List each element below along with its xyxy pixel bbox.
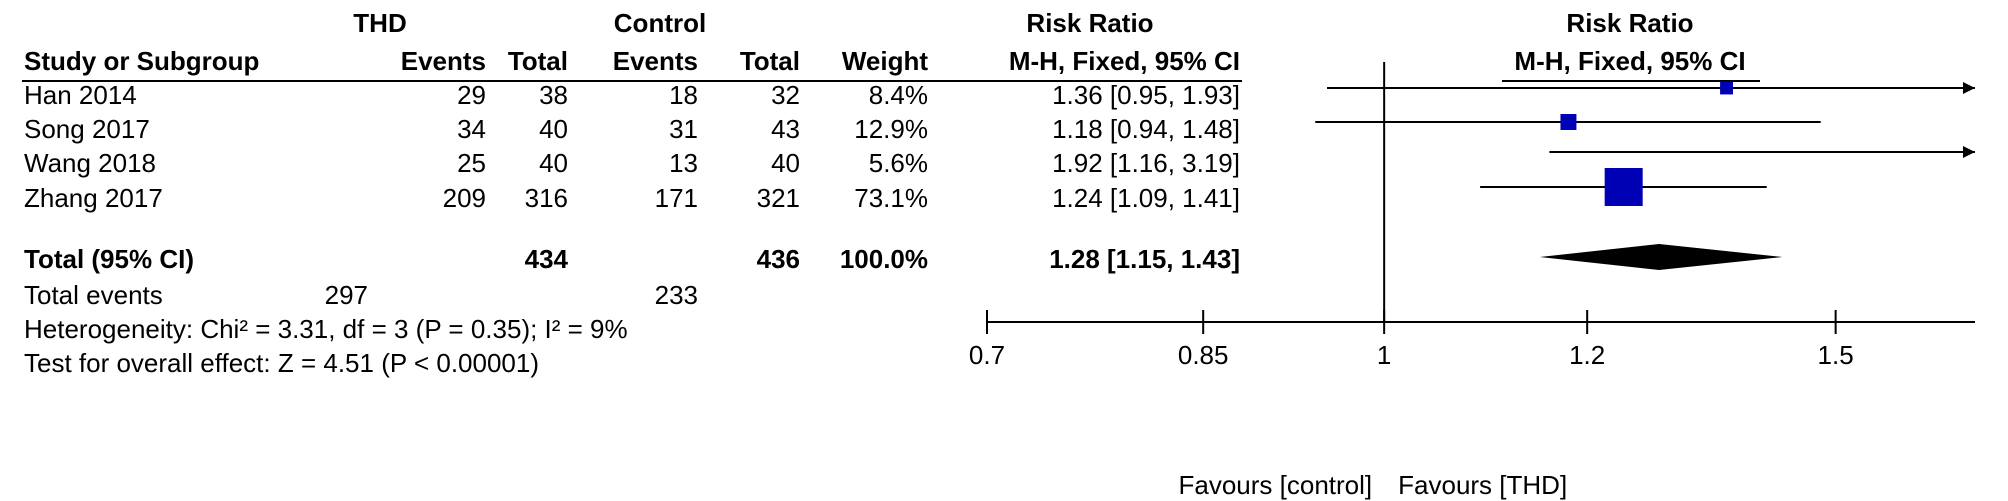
total1-cell: 434 [524, 244, 568, 274]
weight-cell: 8.4% [868, 80, 928, 110]
ci-cell: 1.92 [1.16, 3.19] [1052, 148, 1240, 178]
total2-cell: 321 [756, 183, 800, 213]
ci-arrow [1963, 146, 1975, 158]
col-total1-header: Total [507, 46, 568, 76]
total-weight-cell: 100.0% [839, 244, 928, 274]
ci-cell: 1.18 [0.94, 1.48] [1052, 114, 1240, 144]
x-tick-label: 0.85 [1178, 340, 1229, 370]
total1-cell: 38 [539, 80, 568, 110]
events1-cell: 29 [457, 80, 486, 110]
pooled-diamond [1539, 244, 1783, 270]
x-tick-label: 0.7 [969, 340, 1005, 370]
weight-cell: 12.9% [854, 114, 928, 144]
col-events1-header: Events [400, 46, 486, 76]
total1-cell: 40 [539, 148, 568, 178]
total1-cell: 40 [539, 114, 568, 144]
favours-left-label: Favours [control] [1178, 470, 1373, 500]
plot-title: Risk Ratio [1566, 8, 1694, 38]
events1-cell: 209 [442, 183, 486, 213]
events2-cell: 13 [669, 148, 698, 178]
rr-column-title: Risk Ratio [1026, 8, 1154, 38]
heterogeneity-text: Heterogeneity: Chi² = 3.31, df = 3 (P = … [24, 314, 628, 344]
effect-marker [1560, 114, 1577, 130]
col-study-header: Study or Subgroup [24, 46, 260, 76]
total2-cell: 43 [771, 114, 800, 144]
total-ci-cell: 1.28 [1.15, 1.43] [1049, 244, 1240, 274]
effect-marker [1604, 168, 1643, 206]
col-total2-header: Total [739, 46, 800, 76]
total-events1-cell: 297 [324, 280, 368, 310]
plot-method-header: M-H, Fixed, 95% CI [1514, 46, 1746, 76]
header-rule-plot [1502, 80, 1760, 82]
total-events-label: Total events [24, 280, 163, 310]
col-weight-header: Weight [841, 46, 928, 76]
total2-cell: 40 [771, 148, 800, 178]
group1-title: THD [353, 8, 407, 38]
study-name: Zhang 2017 [24, 183, 163, 213]
events1-cell: 34 [457, 114, 486, 144]
favours-right-label: Favours [THD] [1398, 470, 1568, 500]
events2-cell: 18 [669, 80, 698, 110]
group2-title: Control [613, 8, 707, 38]
col-method-header: M-H, Fixed, 95% CI [1008, 46, 1240, 76]
ci-arrow [1963, 82, 1975, 94]
total-label: Total (95% CI) [24, 244, 194, 274]
total2-cell: 32 [771, 80, 800, 110]
ci-cell: 1.36 [0.95, 1.93] [1052, 80, 1240, 110]
weight-cell: 5.6% [868, 148, 928, 178]
study-name: Wang 2018 [24, 148, 157, 178]
x-tick-label: 1.5 [1818, 340, 1854, 370]
events2-cell: 171 [654, 183, 698, 213]
effect-marker [1720, 81, 1733, 95]
study-name: Song 2017 [24, 114, 150, 144]
col-events2-header: Events [612, 46, 698, 76]
total1-cell: 316 [524, 183, 568, 213]
total-events2-cell: 233 [654, 280, 698, 310]
study-name: Han 2014 [24, 80, 137, 110]
x-tick-label: 1 [1377, 340, 1391, 370]
weight-cell: 73.1% [854, 183, 928, 213]
overall-effect-text: Test for overall effect: Z = 4.51 (P < 0… [24, 348, 539, 378]
ci-cell: 1.24 [1.09, 1.41] [1052, 183, 1240, 213]
header-rule-table [22, 80, 1242, 82]
total2-cell: 436 [756, 244, 800, 274]
x-tick-label: 1.2 [1569, 340, 1605, 370]
events2-cell: 31 [669, 114, 698, 144]
events1-cell: 25 [457, 148, 486, 178]
